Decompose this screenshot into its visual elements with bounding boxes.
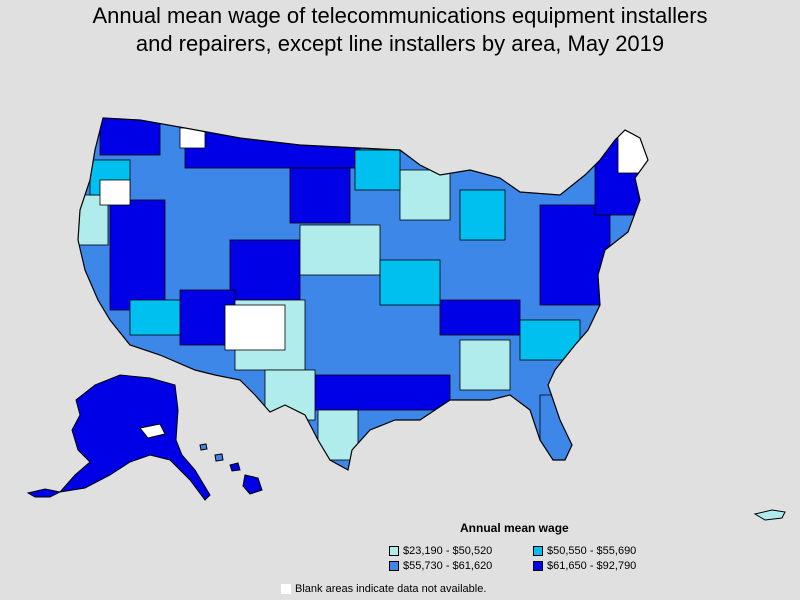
conus-outline (77, 117, 649, 471)
area-montana-north (184, 127, 361, 169)
area-carolinas (519, 319, 581, 361)
legend-item-1: $23,190 - $50,520 (389, 545, 492, 557)
area-nebraska-kansas (299, 224, 381, 276)
area-tennessee (439, 299, 521, 336)
area-pacific-northwest (99, 118, 161, 156)
legend-item-2: $50,550 - $55,690 (533, 545, 636, 557)
legend-swatch-2 (533, 546, 543, 556)
blank-areas-note: Blank areas indicate data not available. (281, 583, 486, 595)
alaska-region (26, 374, 211, 501)
area-nevada (109, 199, 166, 311)
legend-label-2: $50,550 - $55,690 (547, 545, 637, 557)
area-colorado (229, 239, 301, 301)
legend-label-4: $61,650 - $92,790 (547, 560, 637, 572)
hawaii-region (199, 443, 263, 495)
legend-swatch-1 (389, 546, 399, 556)
area-northern-plains (289, 167, 351, 224)
area-missouri (379, 259, 441, 306)
hawaii-island-maui (229, 462, 241, 472)
area-gulf-coast (309, 374, 451, 411)
area-blank-new-mexico (224, 304, 286, 351)
legend-title: Annual mean wage (460, 521, 569, 535)
hawaii-island-kauai (199, 443, 208, 451)
map-title-line-2: and repairers, except line installers by… (135, 31, 665, 56)
legend-item-4: $61,650 - $92,790 (533, 560, 636, 572)
area-florida (539, 394, 573, 461)
area-michigan (459, 189, 506, 241)
area-deep-south (459, 339, 511, 391)
hawaii-island-big (242, 474, 263, 495)
puerto-rico-shape (753, 509, 786, 521)
legend-swatch-3 (389, 561, 399, 571)
legend-label-3: $55,730 - $61,620 (403, 560, 493, 572)
contiguous-us (77, 117, 649, 471)
alaska-shape (58, 374, 211, 501)
map-title: Annual mean wage of telecommunications e… (0, 2, 800, 58)
legend-swatch-4 (533, 561, 543, 571)
area-upper-midwest (354, 149, 401, 191)
area-blank-nevada (99, 179, 131, 206)
alaska-blank-area (139, 423, 166, 439)
hawaii-island-oahu (214, 453, 224, 462)
area-southern-california (129, 299, 181, 336)
area-west-texas (264, 369, 316, 421)
legend-item-3: $55,730 - $61,620 (389, 560, 492, 572)
legend-label-1: $23,190 - $50,520 (403, 545, 493, 557)
blank-swatch (281, 584, 291, 594)
area-wisconsin (399, 169, 451, 221)
alaska-aleutians (26, 488, 62, 498)
blank-areas-note-text: Blank areas indicate data not available. (295, 583, 487, 595)
map-title-line-1: Annual mean wage of telecommunications e… (92, 3, 708, 28)
